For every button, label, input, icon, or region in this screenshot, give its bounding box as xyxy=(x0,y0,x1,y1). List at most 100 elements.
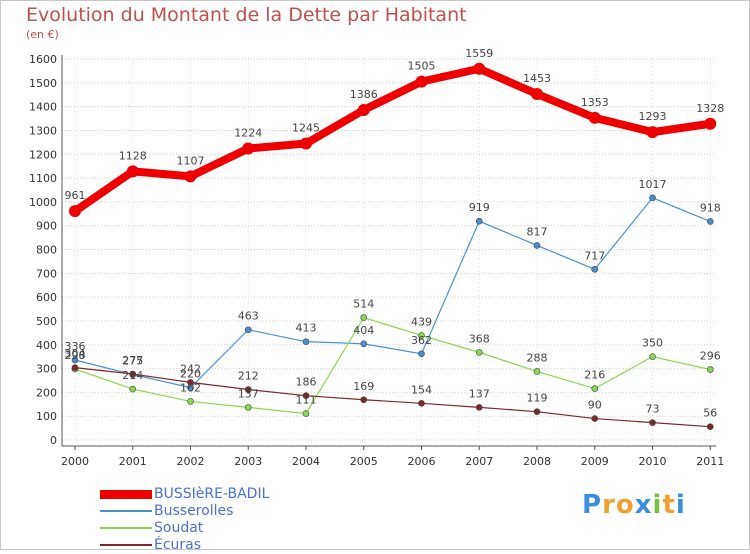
data-label: 1017 xyxy=(639,178,667,191)
data-point xyxy=(360,314,368,321)
legend-item: Écuras xyxy=(100,537,340,554)
data-point xyxy=(706,423,714,430)
legend-swatch xyxy=(100,544,152,546)
data-label: 162 xyxy=(180,381,201,394)
y-tick-label: 100 xyxy=(36,410,57,423)
logo-letter: o xyxy=(615,490,635,520)
data-point xyxy=(71,356,79,364)
data-point xyxy=(533,368,541,375)
data-point xyxy=(244,386,252,393)
y-tick-label: 1600 xyxy=(29,53,57,66)
y-tick-label: 700 xyxy=(36,267,57,280)
y-tick-label: 300 xyxy=(36,363,57,376)
series-line-2 xyxy=(74,317,711,415)
x-tick-label: 2002 xyxy=(177,455,205,468)
data-point xyxy=(475,404,483,411)
data-label: 368 xyxy=(469,332,490,345)
chart-title: Evolution du Montant de la Dette par Hab… xyxy=(26,4,467,26)
y-tick-label: 1000 xyxy=(29,196,57,209)
data-point xyxy=(302,338,310,345)
data-label: 296 xyxy=(700,350,721,363)
data-label: 111 xyxy=(296,394,317,407)
legend-item: BUSSIèRE-BADIL xyxy=(100,486,340,503)
data-point xyxy=(302,410,310,417)
series-line-1 xyxy=(74,197,711,389)
data-label: 404 xyxy=(353,324,374,337)
y-tick-label: 0 xyxy=(50,434,57,447)
x-tick-label: 2007 xyxy=(465,455,493,468)
legend-item: Soudat xyxy=(100,520,340,537)
x-tick-label: 2009 xyxy=(581,455,609,468)
data-point xyxy=(71,364,79,371)
x-tick-label: 2003 xyxy=(234,455,262,468)
data-label: 413 xyxy=(296,322,317,335)
data-point xyxy=(129,370,137,378)
data-point xyxy=(591,385,599,392)
data-point xyxy=(533,408,541,415)
data-point xyxy=(357,103,370,116)
data-label: 304 xyxy=(65,348,86,361)
data-label: 1453 xyxy=(523,72,551,85)
data-label: 119 xyxy=(527,392,548,405)
data-label: 154 xyxy=(411,383,432,396)
proxiti-logo: Proxiti xyxy=(582,490,686,520)
y-tick-label: 1100 xyxy=(29,172,57,185)
logo-letter: P xyxy=(582,490,603,520)
data-point xyxy=(184,170,197,183)
data-point xyxy=(473,62,486,75)
data-label: 1353 xyxy=(581,96,609,109)
data-point xyxy=(242,142,255,155)
x-tick-label: 2011 xyxy=(696,455,724,468)
y-tick-label: 900 xyxy=(36,220,57,233)
data-point xyxy=(69,205,81,218)
legend-label: Écuras xyxy=(154,537,202,553)
data-point xyxy=(646,126,659,139)
legend-swatch xyxy=(100,510,152,512)
data-point xyxy=(706,218,714,225)
x-tick-label: 2001 xyxy=(119,455,147,468)
y-tick-label: 1500 xyxy=(29,77,57,90)
data-label: 463 xyxy=(238,310,259,323)
x-tick-label: 2008 xyxy=(523,455,551,468)
data-point xyxy=(129,385,137,393)
data-point xyxy=(187,398,194,405)
data-label: 56 xyxy=(703,407,717,420)
data-label: 918 xyxy=(700,201,721,214)
data-label: 717 xyxy=(584,249,605,262)
data-point xyxy=(706,366,714,373)
data-point xyxy=(704,117,717,130)
data-label: 817 xyxy=(527,225,548,238)
data-label: 137 xyxy=(469,387,490,400)
data-point xyxy=(187,379,194,386)
data-label: 362 xyxy=(411,334,432,347)
logo-letter: t xyxy=(662,490,676,520)
data-point xyxy=(531,88,543,101)
y-tick-label: 1300 xyxy=(29,124,57,137)
grid-lines xyxy=(62,58,715,441)
data-label: 275 xyxy=(122,355,143,368)
series-line-0 xyxy=(71,64,715,216)
chart-subtitle: (en €) xyxy=(26,28,59,41)
data-point xyxy=(300,137,312,150)
data-label: 90 xyxy=(588,399,602,412)
data-point xyxy=(588,111,601,124)
data-label: 1505 xyxy=(408,60,436,73)
data-point xyxy=(126,165,139,178)
y-tick-label: 1200 xyxy=(29,148,57,161)
y-tick-label: 500 xyxy=(36,315,57,328)
y-tick-label: 600 xyxy=(36,291,57,304)
data-label: 439 xyxy=(411,315,432,328)
y-tick-label: 200 xyxy=(36,386,57,399)
data-label: 350 xyxy=(642,337,663,350)
data-point xyxy=(591,265,599,273)
data-label: 288 xyxy=(527,351,548,364)
logo-letter: r xyxy=(602,490,616,520)
logo-letter: i xyxy=(675,490,686,520)
line-chart: 0 100 200 300 400 500 600 700 800 900 1000 1100 1200… xyxy=(29,47,724,468)
data-label: 214 xyxy=(122,369,143,382)
data-point xyxy=(475,349,483,356)
logo-letter: i xyxy=(652,490,663,520)
data-label: 169 xyxy=(353,380,374,393)
data-point xyxy=(418,350,425,358)
